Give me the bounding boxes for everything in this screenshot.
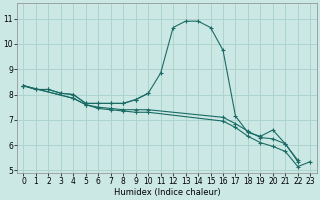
X-axis label: Humidex (Indice chaleur): Humidex (Indice chaleur)	[114, 188, 220, 197]
